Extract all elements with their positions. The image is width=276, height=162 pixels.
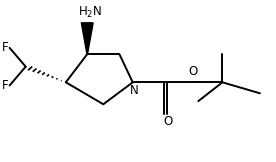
Polygon shape [81,23,93,54]
Text: H$_2$N: H$_2$N [78,5,102,20]
Text: N: N [130,84,139,97]
Text: O: O [163,115,172,128]
Text: F: F [2,41,8,54]
Text: F: F [2,79,8,92]
Text: O: O [188,65,198,78]
